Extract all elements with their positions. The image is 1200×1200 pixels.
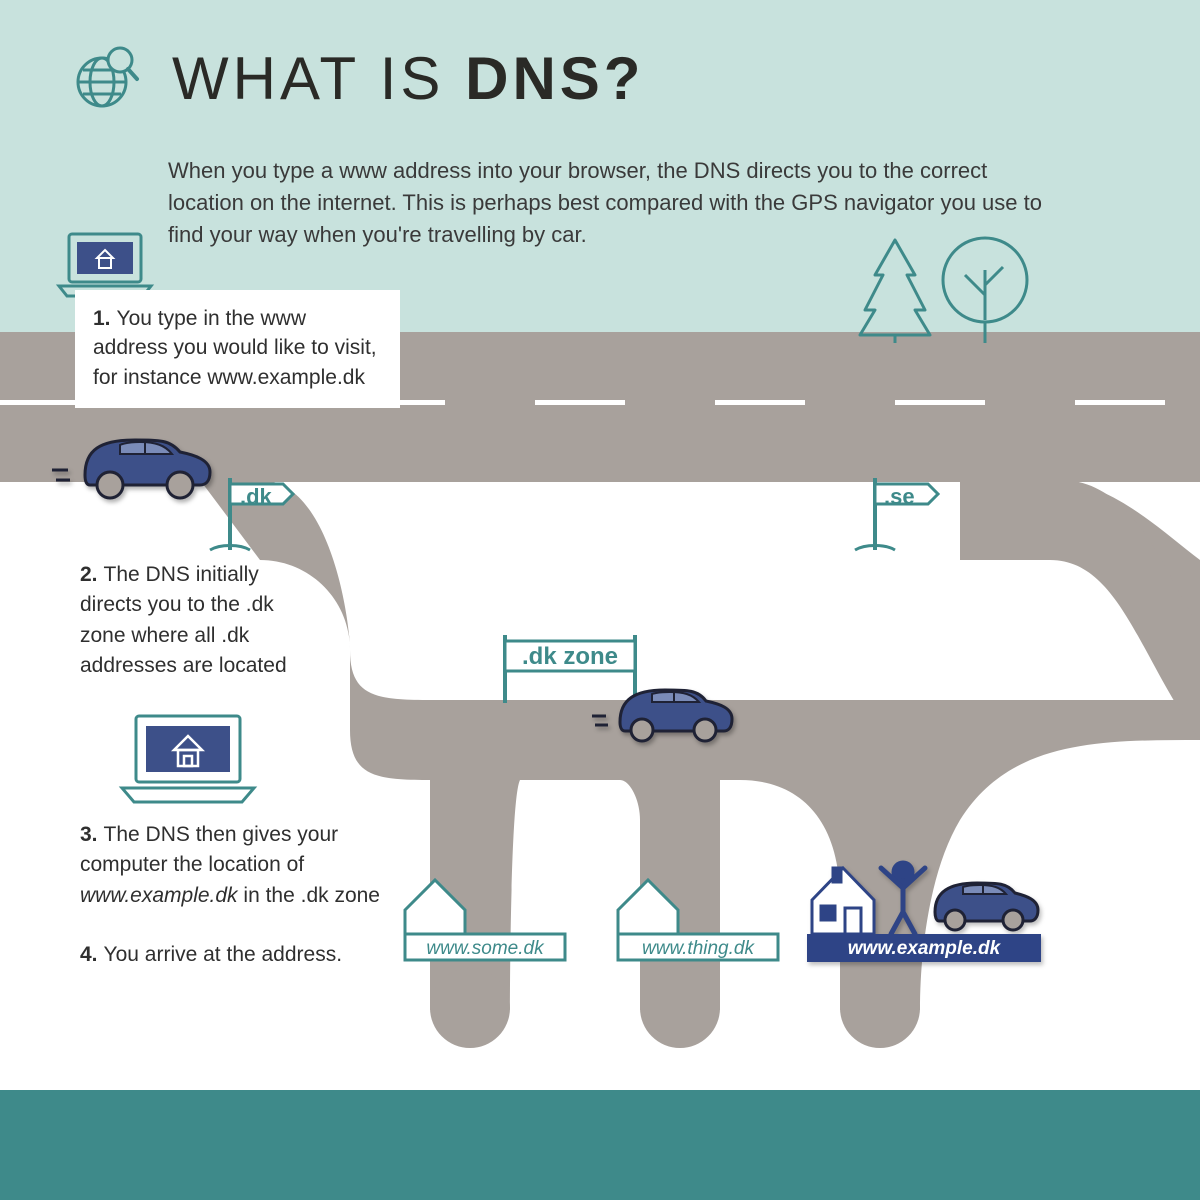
step-3: 3.The DNS then gives your computer the l… [80,820,390,911]
road-dash [715,400,805,405]
step-2-text: The DNS initially directs you to the .dk… [80,563,287,677]
road-dash [535,400,625,405]
step-1-text: You type in the www address you would li… [93,307,377,389]
step-2: 2.The DNS initially directs you to the .… [80,560,300,682]
title-row: WHAT IS DNS? [70,42,644,114]
step-4: 4. You arrive at the address. [80,940,400,970]
signpost-se-label: .se [884,484,915,510]
road-dash [1075,400,1165,405]
step-3-number: 3. [80,823,98,846]
trees-icon [855,225,1055,345]
laptop-large-icon [118,712,258,807]
globe-search-icon [70,42,142,114]
step-1-box: 1.You type in the www address you would … [75,290,400,408]
signpost-dk-label: .dk [240,484,272,510]
destination-1-label: www.some.dk [405,938,565,960]
zone-banner-label: .dk zone [508,643,632,671]
title-prefix: WHAT IS [172,45,465,112]
destination-2-label: www.thing.dk [618,938,778,960]
step-4-number: 4. [80,943,98,966]
title-bold: DNS? [465,45,644,112]
road-dash [895,400,985,405]
step-4-text: You arrive at the address. [104,943,343,966]
car-main-icon [50,420,220,500]
destination-3-label: www.example.dk [810,938,1038,960]
step-2-number: 2. [80,563,98,586]
step-3-text-after: in the .dk zone [238,884,380,907]
step-3-italic: www.example.dk [80,884,238,907]
car-zone-icon [590,672,740,744]
step-3-text-before: The DNS then gives your computer the loc… [80,823,338,876]
step-1-number: 1. [93,307,111,330]
footer-band [0,1090,1200,1200]
page-title: WHAT IS DNS? [172,44,644,113]
